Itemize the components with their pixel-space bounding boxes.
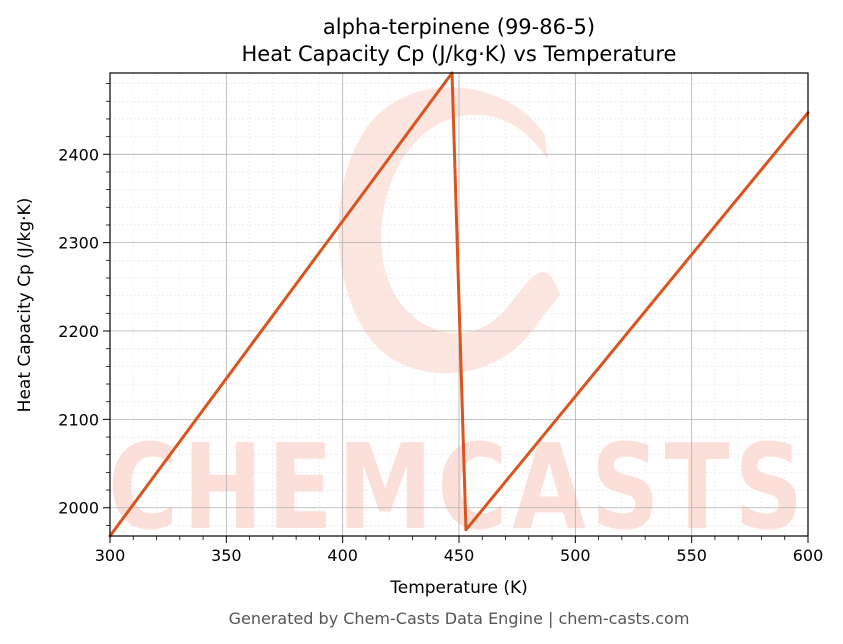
y-axis-label: Heat Capacity Cp (J/kg·K) [15,198,35,413]
axis-ticks: 300 350 400 450 500 550 600 2000 2100 2200 2300 240… [58,83,824,565]
chart-subtitle: Heat Capacity Cp (J/kg·K) vs Temperature [242,42,677,66]
y-tick-label: 2000 [58,499,99,518]
chart-title: alpha-terpinene (99-86-5) [323,15,595,39]
series-line [108,71,810,538]
x-tick-label: 300 [95,546,126,565]
x-tick-label: 600 [793,546,824,565]
x-tick-label: 450 [444,546,475,565]
watermark-text: CHEMCASTS [108,418,808,556]
y-tick-label: 2100 [58,410,99,429]
watermark: CHEMCASTS [108,87,808,556]
x-tick-label: 400 [327,546,358,565]
y-tick-label: 2400 [58,145,99,164]
x-axis-label: Temperature (K) [389,578,528,598]
y-tick-label: 2200 [58,322,99,341]
footer-credit: Generated by Chem-Casts Data Engine | ch… [229,609,690,628]
watermark-logo [338,87,560,374]
y-tick-label: 2300 [58,234,99,253]
x-tick-label: 500 [560,546,591,565]
x-tick-label: 550 [676,546,707,565]
x-tick-label: 350 [211,546,242,565]
series-layer [108,71,810,538]
